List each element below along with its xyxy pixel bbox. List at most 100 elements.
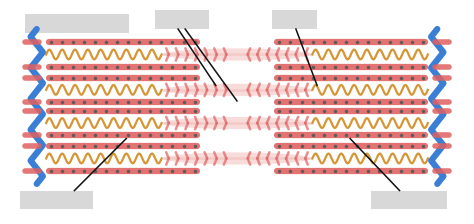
Point <box>146 41 154 44</box>
Point <box>397 109 405 113</box>
Point <box>298 144 305 148</box>
Point <box>180 109 187 113</box>
Point <box>320 134 328 137</box>
Point <box>80 65 88 69</box>
Point <box>136 134 143 137</box>
Point <box>331 134 338 137</box>
Point <box>342 144 349 148</box>
Point <box>58 134 66 137</box>
Point <box>353 169 361 172</box>
Point <box>80 144 88 148</box>
Point <box>58 100 66 104</box>
Point <box>298 65 305 69</box>
Point <box>331 100 338 104</box>
Point <box>125 109 132 113</box>
Point <box>80 41 88 44</box>
Point <box>102 134 110 137</box>
Point <box>102 100 110 104</box>
Point <box>47 134 55 137</box>
Point <box>191 109 199 113</box>
Point <box>320 109 328 113</box>
Point <box>408 100 416 104</box>
Point <box>275 134 283 137</box>
Point <box>331 65 338 69</box>
Point <box>69 144 77 148</box>
Point <box>69 100 77 104</box>
Point <box>91 65 99 69</box>
Point <box>191 76 199 80</box>
Point <box>146 100 154 104</box>
Point <box>58 169 66 172</box>
Point <box>180 65 187 69</box>
Point <box>287 144 294 148</box>
Point <box>309 169 316 172</box>
Point <box>102 41 110 44</box>
Point <box>275 41 283 44</box>
Point <box>331 144 338 148</box>
Point <box>364 76 372 80</box>
Point <box>113 65 121 69</box>
Ellipse shape <box>164 117 310 129</box>
Point <box>146 109 154 113</box>
Point <box>287 100 294 104</box>
Point <box>191 134 199 137</box>
Point <box>408 144 416 148</box>
Point <box>91 109 99 113</box>
Point <box>91 76 99 80</box>
Point <box>191 144 199 148</box>
Point <box>169 144 176 148</box>
Point <box>364 134 372 137</box>
Point <box>309 41 316 44</box>
Point <box>113 100 121 104</box>
Point <box>58 76 66 80</box>
Point <box>169 134 176 137</box>
Point <box>136 65 143 69</box>
Point <box>397 65 405 69</box>
Point <box>113 169 121 172</box>
Point <box>309 144 316 148</box>
Point <box>309 65 316 69</box>
Point <box>102 65 110 69</box>
Point <box>275 144 283 148</box>
Point <box>158 109 165 113</box>
Point <box>180 144 187 148</box>
Point <box>353 76 361 80</box>
Point <box>136 100 143 104</box>
Point <box>342 169 349 172</box>
Point <box>47 169 55 172</box>
Point <box>275 65 283 69</box>
Point <box>353 41 361 44</box>
Point <box>364 109 372 113</box>
Bar <box>371 191 447 209</box>
Point <box>125 76 132 80</box>
Point <box>113 109 121 113</box>
Point <box>58 65 66 69</box>
Point <box>408 134 416 137</box>
Point <box>419 65 427 69</box>
Point <box>320 41 328 44</box>
Point <box>320 144 328 148</box>
Point <box>146 65 154 69</box>
Point <box>91 134 99 137</box>
Point <box>169 169 176 172</box>
Point <box>47 65 55 69</box>
Ellipse shape <box>164 84 310 96</box>
Point <box>191 65 199 69</box>
Point <box>386 134 394 137</box>
Point <box>146 169 154 172</box>
Point <box>47 144 55 148</box>
Point <box>342 109 349 113</box>
Point <box>180 100 187 104</box>
Point <box>353 65 361 69</box>
Point <box>287 169 294 172</box>
Point <box>169 41 176 44</box>
Bar <box>20 191 93 209</box>
Point <box>408 41 416 44</box>
Point <box>113 144 121 148</box>
Point <box>158 76 165 80</box>
Point <box>320 65 328 69</box>
Point <box>298 134 305 137</box>
Point <box>158 65 165 69</box>
Point <box>47 100 55 104</box>
Point <box>419 144 427 148</box>
